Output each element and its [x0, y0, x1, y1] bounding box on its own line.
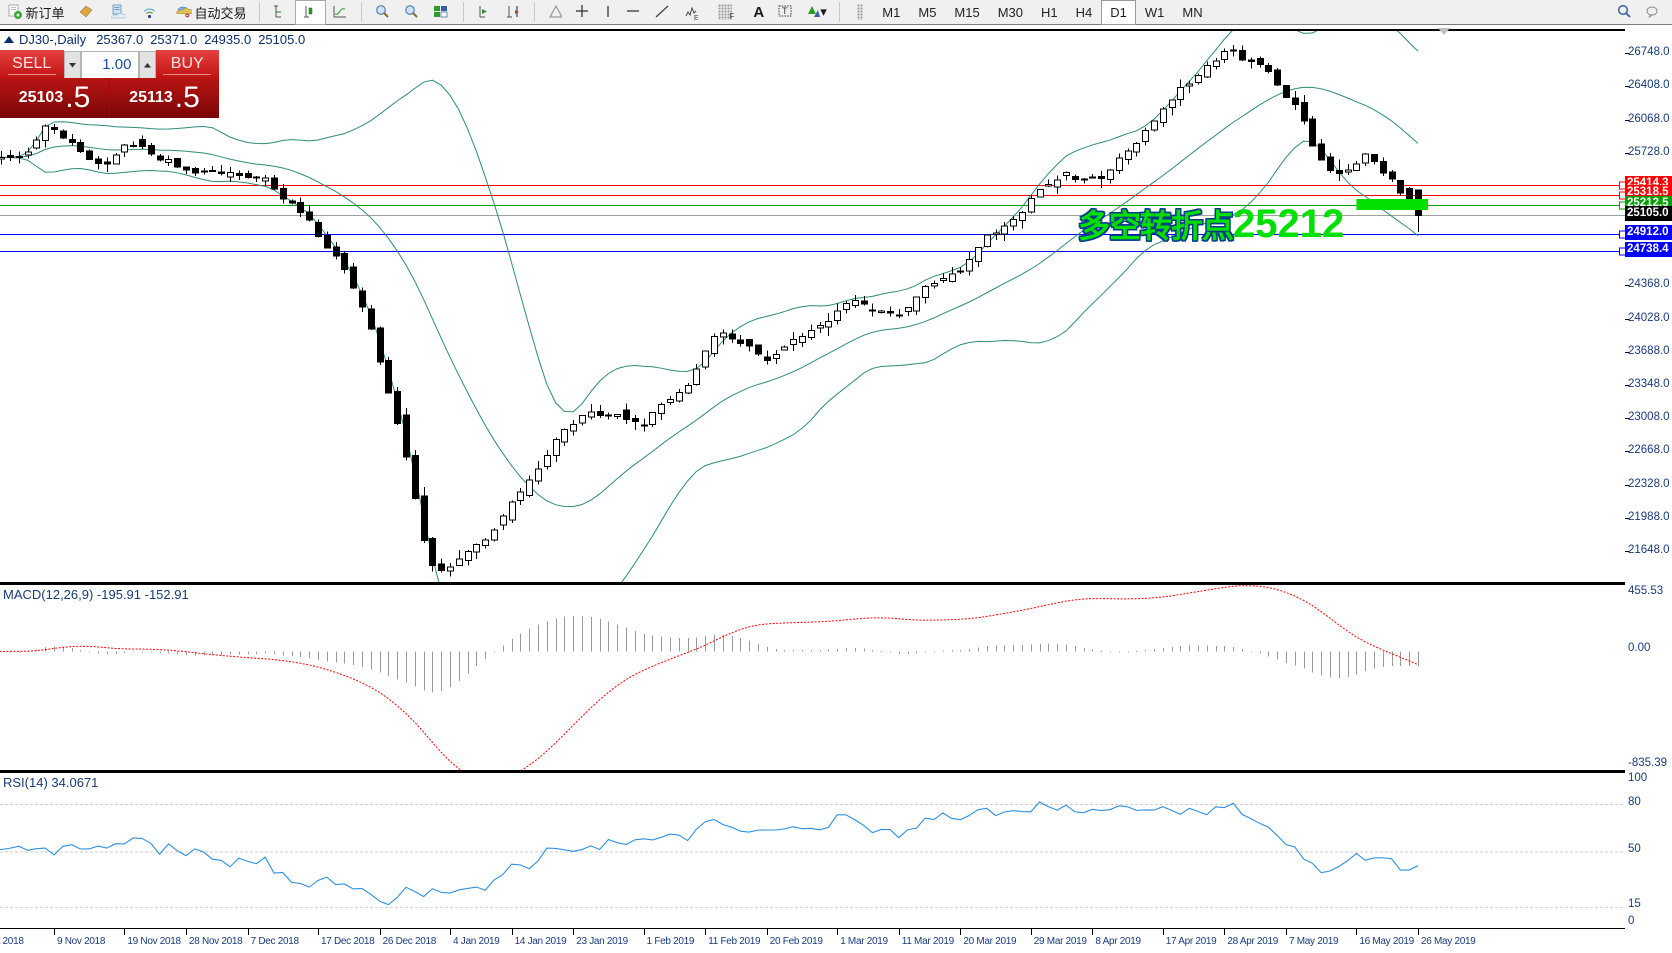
svg-text:E: E: [694, 15, 699, 20]
svg-text:T: T: [782, 6, 788, 16]
